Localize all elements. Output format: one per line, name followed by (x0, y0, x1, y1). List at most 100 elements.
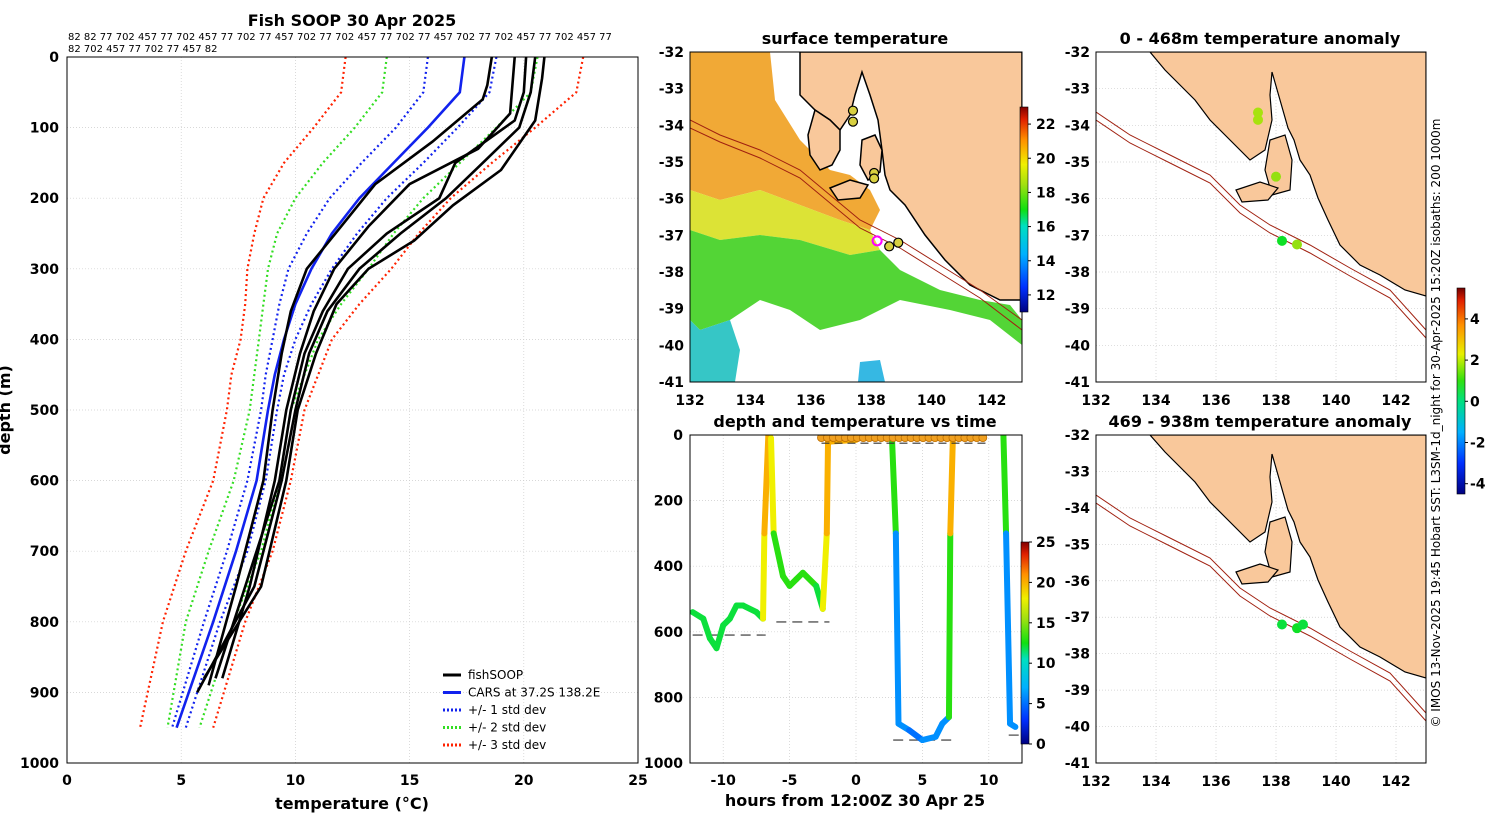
timeseries-cbar-label: 0 (1036, 737, 1046, 753)
profile-ytick-label: 300 (30, 262, 59, 278)
profile-series--1-std-dev (184, 57, 498, 729)
anomaly-point (1277, 235, 1287, 246)
anomaly-lower-ytick-label: -40 (1065, 720, 1091, 736)
anomaly-upper-ytick-label: -32 (1065, 45, 1090, 61)
surface-marker (871, 235, 883, 247)
surface-ytick-label: -33 (659, 82, 684, 98)
surface-title: surface temperature (762, 29, 949, 48)
timeseries-cbar-label: 15 (1036, 616, 1055, 632)
trace-segment (770, 530, 786, 580)
anomaly-lower-isobath-1000m (1096, 502, 1426, 722)
profile-ytick-label: 0 (49, 50, 59, 66)
trace-segment (945, 530, 954, 721)
anomaly-upper-ytick-label: -33 (1065, 82, 1090, 98)
profile-ytick-label: 600 (30, 474, 59, 490)
timeseries-data (690, 435, 1022, 744)
trace-segment (892, 530, 902, 727)
anomaly-upper-ticks: 132 134 136 138 140 142 -32 -33 -34 -35 -36 -37 -38 -… (1065, 45, 1411, 409)
profile-top-labels-2: 82 702 457 77 702 77 457 82 (68, 44, 218, 55)
timeseries-cbar-label: 10 (1036, 656, 1056, 672)
surface-cbar-label: 18 (1036, 185, 1055, 201)
surface-cbar-label: 12 (1036, 288, 1055, 304)
profile-series--3-std-dev (139, 57, 347, 728)
profile-ytick-label: 500 (30, 403, 59, 419)
timeseries-xlabel: hours from 12:00Z 30 Apr 25 (725, 791, 985, 810)
profile-top-labels-1: 82 82 77 702 457 77 702 457 77 702 77 45… (68, 32, 612, 43)
profile-plot-frame (66, 56, 639, 764)
anomaly-lower-ytick-label: -34 (1065, 501, 1091, 517)
legend-label: +/- 2 std dev (468, 721, 546, 735)
profile-ytick-label: 900 (30, 685, 59, 701)
anomaly-upper-isobath-1000m (1096, 119, 1426, 339)
profile-grid (66, 56, 639, 764)
anomaly-cbar-label: 2 (1470, 353, 1480, 369)
anomaly-upper-xtick-label: 134 (1141, 393, 1170, 409)
anomaly-point (1253, 114, 1263, 125)
anomaly-upper-xtick-label: 132 (1081, 393, 1110, 409)
surface-marker (869, 173, 880, 184)
timeseries-colorbar-ticks: 0 5 10 15 20 25 (1029, 535, 1056, 753)
sst-warm-band (690, 52, 880, 230)
land-eyre-peninsula (807, 108, 841, 171)
anomaly-lower-ytick-label: -37 (1065, 610, 1090, 626)
anomaly-upper-xtick-label: 142 (1381, 393, 1410, 409)
timeseries-ytick-label: 400 (654, 559, 683, 575)
surface-xtick-label: 132 (675, 393, 704, 409)
trace-segment (768, 435, 777, 537)
trace-segment (713, 622, 727, 652)
anomaly-upper-ytick-label: -35 (1065, 155, 1090, 171)
anomaly-point (1292, 239, 1302, 250)
land-kangaroo-island (828, 179, 870, 201)
legend-label: +/- 3 std dev (468, 738, 546, 752)
surface-marker (847, 116, 859, 127)
anomaly-lower-title: 469 - 938m temperature anomaly (1109, 412, 1412, 431)
profile-xtick-label: 15 (400, 773, 419, 789)
anomaly-cbar-label: -4 (1470, 477, 1486, 493)
profile-lines (139, 57, 585, 729)
depth-time-panel: depth and temperature vs time -10 -5 0 5 100… (644, 412, 1056, 810)
profile-xtick-label: 5 (176, 773, 186, 789)
profile-series-fishsoop (214, 57, 528, 679)
profile-series--2-std-dev (198, 57, 539, 729)
surface-cbar-label: 22 (1036, 117, 1055, 133)
isobath-200m (690, 119, 1022, 321)
profile-ytick-label: 400 (30, 332, 59, 348)
profile-xtick-label: 0 (62, 773, 72, 789)
profile-xlabel: temperature (°C) (275, 794, 429, 813)
legend-label: fishSOOP (468, 668, 523, 682)
anomaly-upper-ytick-label: -41 (1065, 375, 1090, 391)
surface-ytick-label: -34 (659, 118, 685, 134)
anomaly-lower-xtick-label: 142 (1381, 774, 1410, 790)
anomaly-point (1298, 619, 1308, 630)
surface-xtick-label: 140 (917, 393, 946, 409)
anomaly-upper-mainland (1149, 52, 1426, 297)
sst-green-band (690, 230, 1022, 345)
anomaly-upper-ytick-label: -40 (1065, 338, 1091, 354)
credit-text: © IMOS 13-Nov-2025 19:45 Hobart SST: L3S… (1429, 118, 1443, 727)
profile-legend: fishSOOP CARS at 37.2S 138.2E +/- 1 std de… (443, 668, 600, 752)
anomaly-lower-panel: 469 - 938m temperature anomaly 132 134 136… (1065, 412, 1427, 790)
profile-ytick-label: 1000 (20, 756, 59, 772)
surface-ytick-label: -41 (659, 375, 684, 391)
surface-ytick-label: -32 (659, 45, 684, 61)
timeseries-ytick-label: 0 (673, 428, 683, 444)
anomaly-cbar-label: -2 (1470, 436, 1486, 452)
trace-segment (1007, 720, 1019, 730)
surface-colorbar (1019, 106, 1029, 313)
anomaly-lower-kangaroo-island (1235, 563, 1280, 585)
timeseries-ytick-label: 600 (654, 625, 683, 641)
trace-segment (947, 435, 956, 537)
profile-title: Fish SOOP 30 Apr 2025 (248, 11, 457, 30)
timeseries-xtick-label: 10 (979, 773, 999, 789)
anomaly-lower-isobath-200m (1096, 494, 1426, 714)
anomaly-lower-ytick-label: -35 (1065, 537, 1090, 553)
surface-xtick-label: 134 (736, 393, 765, 409)
timeseries-xtick-label: -10 (711, 773, 737, 789)
legend-label: CARS at 37.2S 138.2E (468, 686, 600, 700)
anomaly-lower-xtick-label: 132 (1081, 774, 1110, 790)
trace-segment (1000, 435, 1010, 537)
anomaly-lower-xtick-label: 136 (1201, 774, 1230, 790)
anomaly-lower-xtick-label: 138 (1261, 774, 1290, 790)
surface-ytick-label: -38 (659, 265, 684, 281)
anomaly-upper-ytick-label: -37 (1065, 228, 1090, 244)
